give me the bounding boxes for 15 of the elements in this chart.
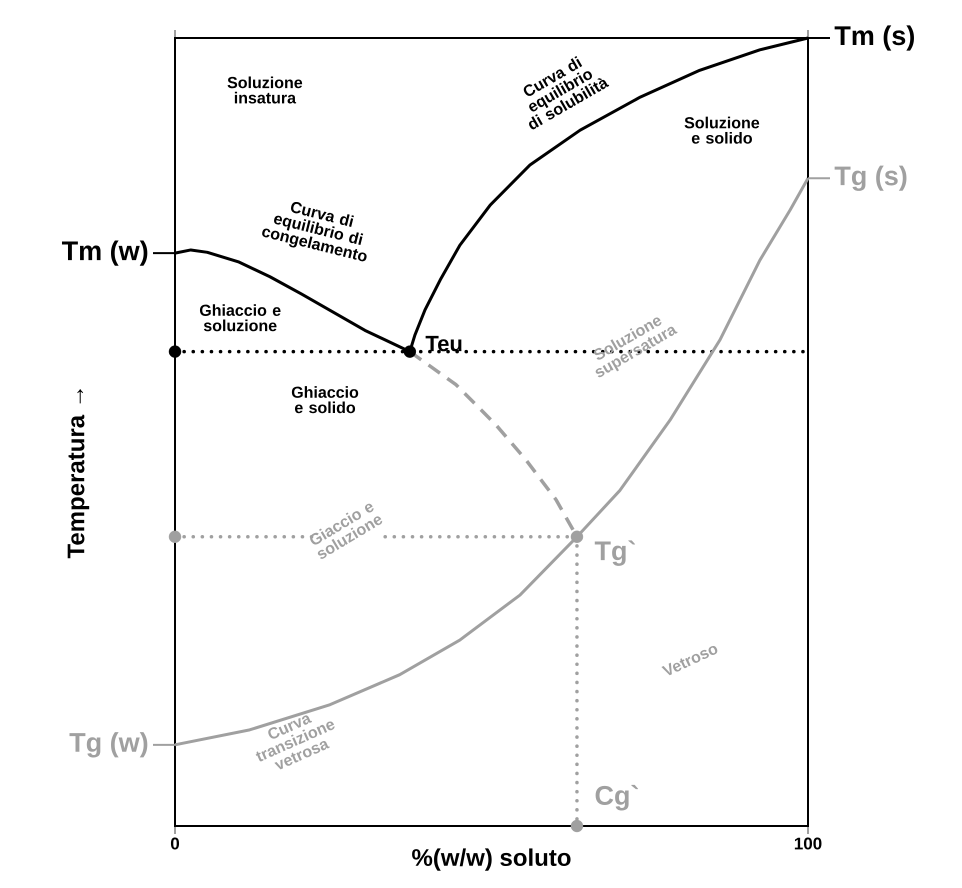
annotation: Tg (w) xyxy=(69,732,148,758)
x-axis-title: %(w/w) soluto xyxy=(412,848,571,871)
x-tick-label: 100 xyxy=(794,838,822,850)
annotation: Ghiaccio e soluzione xyxy=(200,304,281,332)
annotation: Cg` xyxy=(596,784,638,810)
annotation: Tg` xyxy=(594,540,636,566)
y-axis-title: Temperatura → xyxy=(68,389,90,558)
annotation: Tm (w) xyxy=(62,240,148,266)
x-tick-label: 0 xyxy=(170,838,180,850)
annotation: Tm (s) xyxy=(834,25,914,51)
annotation: Tg (s) xyxy=(834,166,906,191)
annotation: Soluzione e solido xyxy=(684,116,760,144)
annotation: Soluzione insatura xyxy=(228,76,302,104)
annotation: Teu xyxy=(426,336,462,352)
annotation: Ghiaccio e solido xyxy=(292,386,358,414)
